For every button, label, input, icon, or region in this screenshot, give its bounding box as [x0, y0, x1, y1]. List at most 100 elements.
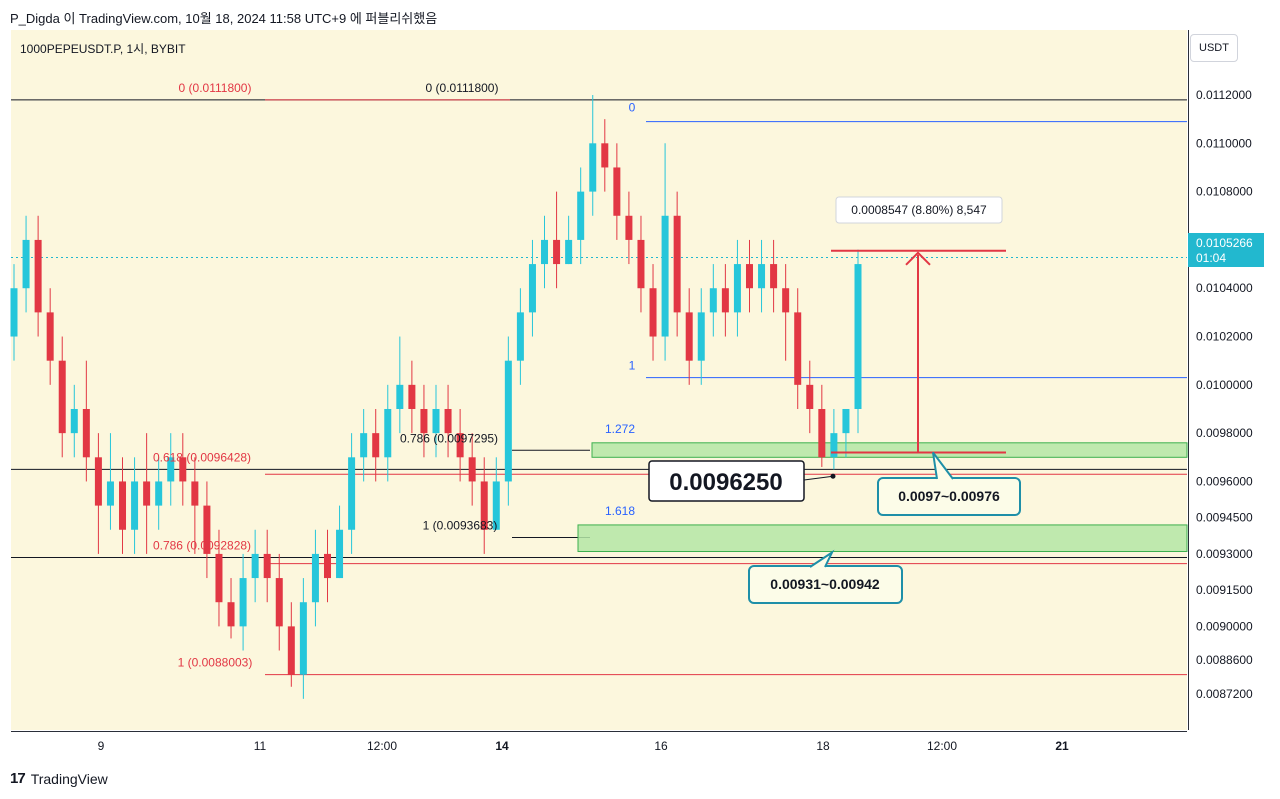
- candle-body: [830, 433, 838, 458]
- publish-header: P_Digda 이 TradingView.com, 10월 18, 2024 …: [10, 11, 438, 26]
- x-tick-label: 11: [254, 739, 267, 753]
- y-tick-label: 0.0096000: [1196, 474, 1253, 488]
- low-callout-text: 0.0096250: [669, 469, 782, 496]
- y-tick-label: 0.0108000: [1196, 185, 1253, 199]
- candle-body: [408, 384, 416, 409]
- candle-body: [770, 264, 778, 289]
- candle-body: [131, 481, 139, 530]
- candle-body: [360, 433, 368, 458]
- fib-label: 1.272: [605, 422, 635, 436]
- candle-body: [637, 239, 645, 289]
- price-badge-price: 0.0105266: [1196, 236, 1253, 250]
- low-point-dot: [830, 473, 836, 479]
- candle-body: [22, 239, 30, 289]
- x-tick-label: 18: [816, 739, 830, 753]
- candlestick-chart: 0.01120000.01100000.01080000.01060000.01…: [10, 81, 1264, 753]
- y-tick-label: 0.0093000: [1196, 547, 1253, 561]
- candle-body: [106, 481, 114, 506]
- candle-body: [577, 191, 585, 240]
- candle-body: [709, 288, 717, 313]
- candle-body: [227, 602, 235, 627]
- candle-body: [625, 215, 633, 240]
- fib-label: 0.618 (0.0096428): [153, 450, 251, 464]
- y-tick-label: 0.0088600: [1196, 653, 1253, 667]
- candle-body: [432, 408, 440, 434]
- candle-body: [685, 312, 693, 361]
- candle-body: [420, 408, 428, 434]
- low-callout-box: [648, 460, 805, 502]
- candle-body: [721, 288, 729, 313]
- zone-callout-upper-pointer: [932, 451, 954, 480]
- y-tick-label: 0.0094500: [1196, 511, 1253, 525]
- candle-body: [336, 529, 344, 579]
- currency-unit-button[interactable]: USDT: [1190, 34, 1238, 62]
- chart-area[interactable]: [11, 30, 1187, 730]
- candle-body: [58, 360, 66, 434]
- x-tick-label: 21: [1055, 739, 1069, 753]
- candle-body: [854, 264, 862, 409]
- candle-body: [46, 312, 54, 361]
- zone-callout-upper-text: 0.0097~0.00976: [898, 488, 1000, 504]
- measure-label-box: [835, 196, 1003, 224]
- price-badge: [1188, 233, 1264, 267]
- x-tick-label: 12:00: [367, 739, 397, 753]
- candle-body: [203, 505, 211, 554]
- fib-label: 0 (0.0111800): [179, 81, 252, 95]
- candle-body: [263, 553, 271, 579]
- y-tick-label: 0.0087200: [1196, 687, 1253, 701]
- y-tick-label: 0.0110000: [1196, 136, 1252, 150]
- candle-body: [155, 481, 163, 506]
- candle-body: [818, 408, 826, 458]
- candle-body: [191, 481, 199, 506]
- brand-name[interactable]: TradingView: [30, 770, 108, 787]
- price-axis[interactable]: [1188, 30, 1280, 730]
- candle-body: [348, 457, 356, 530]
- candle-body: [251, 553, 259, 579]
- candle-body: [697, 312, 705, 361]
- candle-body: [733, 264, 741, 313]
- footer-brand: 17 TradingView: [10, 770, 108, 787]
- candle-body: [794, 312, 802, 385]
- fib-label: 0.786 (0.0097295): [400, 431, 498, 445]
- candle-body: [565, 239, 573, 265]
- candle-body: [758, 264, 766, 289]
- candle-body: [745, 264, 753, 289]
- time-axis[interactable]: [11, 731, 1187, 760]
- candle-body: [287, 626, 295, 675]
- candle-body: [239, 578, 247, 627]
- price-badge-countdown: 01:04: [1196, 251, 1226, 265]
- candle-body: [541, 239, 549, 265]
- candle-body: [215, 553, 223, 603]
- candle-body: [661, 215, 669, 337]
- candle-body: [372, 433, 380, 458]
- candle-body: [167, 457, 175, 482]
- fib-label: 1: [629, 359, 636, 373]
- x-tick-label: 9: [98, 739, 105, 753]
- candle-body: [673, 215, 681, 313]
- zone-callout-lower-text: 0.00931~0.00942: [770, 576, 880, 592]
- tradingview-logo-icon: 17: [10, 770, 26, 787]
- x-tick-label: 14: [495, 739, 509, 753]
- candle-body: [384, 408, 392, 458]
- measure-arrow-head: [905, 251, 931, 266]
- fib-label: 0.786 (0.0092828): [153, 539, 251, 553]
- fib-label: 1.618: [605, 504, 635, 518]
- candle-body: [396, 384, 404, 409]
- zone-callout-lower-pointer: [809, 549, 835, 568]
- x-tick-label: 12:00: [927, 739, 957, 753]
- candle-body: [589, 143, 597, 192]
- candle-body: [311, 553, 319, 603]
- candle-body: [299, 602, 307, 675]
- candle-body: [601, 143, 609, 168]
- candle-body: [34, 239, 42, 313]
- y-tick-label: 0.0090000: [1196, 619, 1253, 633]
- candle-body: [82, 408, 90, 458]
- symbol-title: 1000PEPEUSDT.P, 1시, BYBIT: [20, 42, 186, 56]
- candle-body: [179, 457, 187, 482]
- y-tick-label: 0.0098000: [1196, 426, 1253, 440]
- candle-body: [553, 239, 561, 265]
- candle-body: [70, 408, 78, 434]
- fib-label: 1 (0.0088003): [178, 656, 253, 670]
- candle-body: [842, 408, 850, 434]
- candle-body: [10, 288, 18, 337]
